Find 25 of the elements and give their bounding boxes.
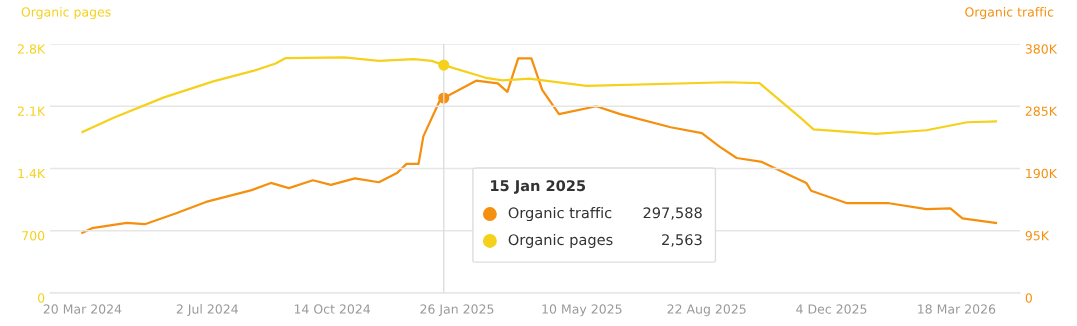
x-tick-label: 14 Oct 2024 (294, 304, 371, 314)
y-tick-label: 700 (22, 230, 45, 241)
y-tick-label: 2.8K (17, 44, 46, 54)
x-tick-label: 4 Dec 2025 (796, 304, 867, 314)
y2-axis-title: Organic traffic (965, 7, 1054, 20)
x-tick-label: 26 Jan 2025 (420, 304, 494, 317)
x-tick-label: 20 Mar 2024 (43, 304, 122, 314)
y-tick-label: 1.4K (18, 168, 46, 178)
y2-tick-label: 0 (1025, 293, 1032, 303)
y-tick-label: 2.1K (17, 106, 46, 116)
y-tick-label: 0 (38, 293, 45, 303)
legend-label: Organic pages (508, 233, 613, 249)
legend-label: Organic traffic (508, 207, 612, 222)
y2-tick-label: 380K (1025, 44, 1058, 54)
x-tick-label: 10 May 2025 (542, 304, 622, 317)
x-tick-label: 18 Mar 2026 (918, 304, 996, 314)
annotation: 297,588 (643, 207, 702, 220)
x-tick-label: 2 Jul 2024 (176, 304, 238, 317)
y2-tick-label: 190K (1026, 168, 1058, 179)
y2-tick-label: 285K (1025, 106, 1058, 116)
legend-title: 15 Jan 2025 (491, 180, 586, 194)
annotation: 2,563 (662, 234, 702, 247)
x-tick-label: 22 Aug 2025 (667, 304, 746, 317)
y-axis-title: Organic pages (21, 7, 111, 20)
y2-tick-label: 95K (1025, 230, 1050, 241)
